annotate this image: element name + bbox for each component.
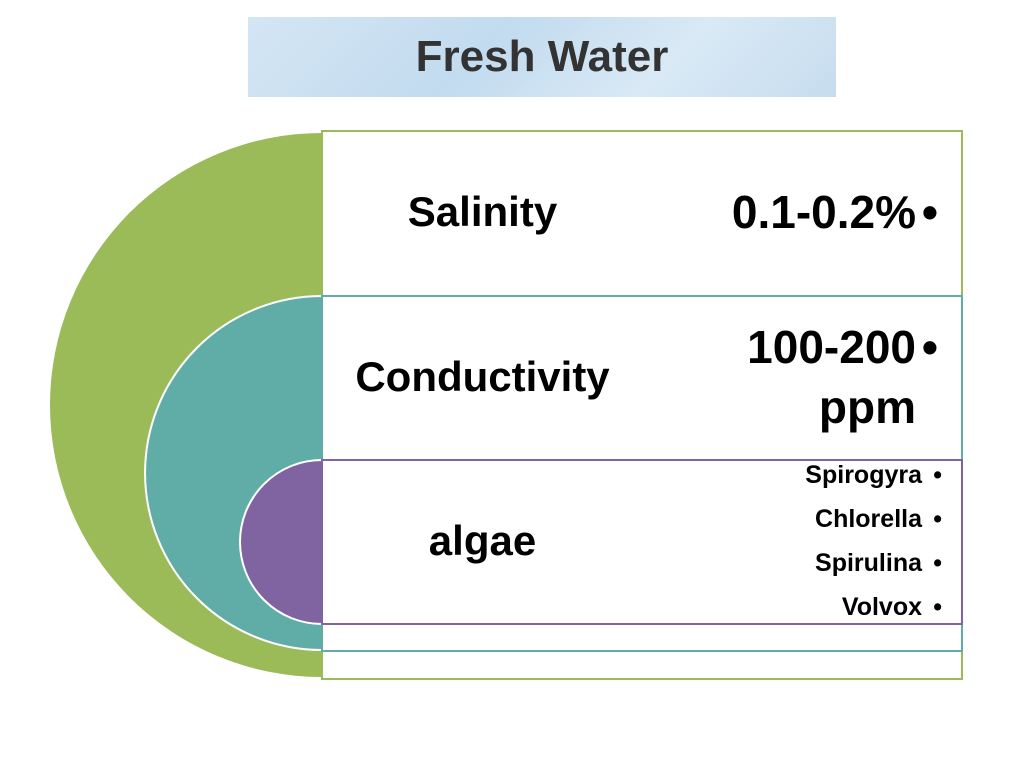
row-item: 100-200 ppm [640, 317, 950, 437]
row-label: Salinity [407, 188, 558, 235]
row-label: algae [428, 517, 537, 564]
row-item: Volvox [640, 585, 950, 629]
title: Fresh Water [248, 17, 836, 97]
row-items: SpirogyraChlorellaSpirulinaVolvox [640, 453, 950, 629]
row-items: 0.1-0.2% [640, 182, 950, 242]
row-item: Spirulina [640, 541, 950, 585]
row-item: 0.1-0.2% [640, 182, 950, 242]
row-item: Spirogyra [640, 453, 950, 497]
row-item: Chlorella [640, 497, 950, 541]
row-items: 100-200 ppm [640, 317, 950, 437]
row-label: Conductivity [355, 353, 610, 400]
inner-arc [239, 458, 323, 626]
